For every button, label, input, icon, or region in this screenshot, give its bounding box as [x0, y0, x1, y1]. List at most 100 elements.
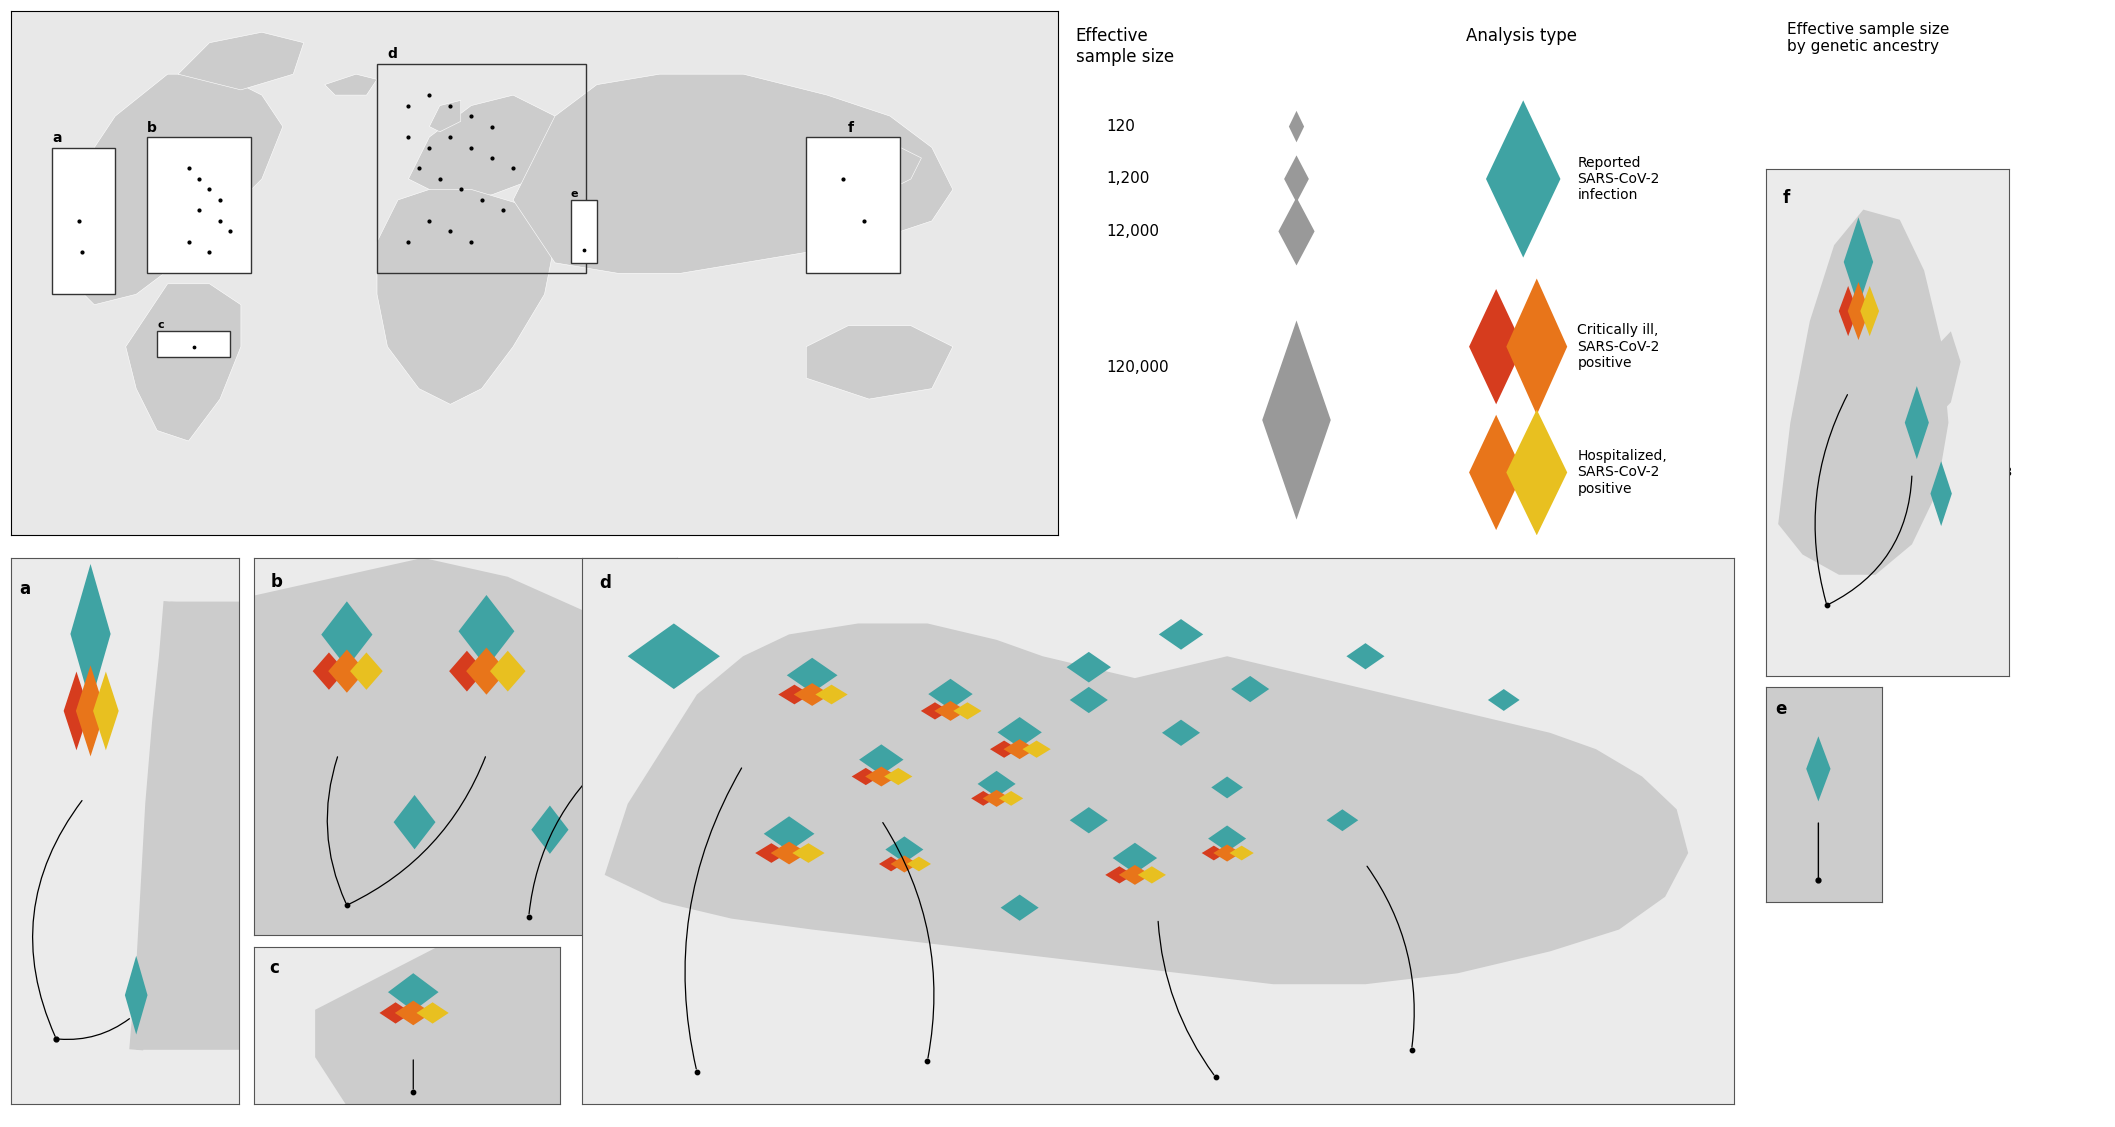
Polygon shape — [886, 836, 924, 862]
Polygon shape — [1138, 867, 1165, 884]
Polygon shape — [376, 189, 554, 405]
Polygon shape — [396, 1001, 431, 1026]
Point — [1802, 871, 1836, 889]
Polygon shape — [321, 602, 372, 668]
Text: 1,200: 1,200 — [1106, 171, 1151, 186]
Polygon shape — [324, 74, 376, 95]
Point — [391, 233, 425, 251]
Polygon shape — [313, 653, 345, 690]
Text: f: f — [848, 121, 854, 135]
Polygon shape — [859, 744, 903, 775]
Polygon shape — [254, 558, 677, 935]
Polygon shape — [178, 33, 305, 90]
Point — [171, 233, 205, 251]
Point — [434, 222, 467, 240]
Polygon shape — [1470, 415, 1523, 530]
Bar — [1806, 189, 1895, 198]
Polygon shape — [379, 1002, 412, 1023]
Point — [192, 243, 226, 261]
Bar — [1806, 224, 1895, 240]
Point — [486, 202, 520, 220]
Point — [476, 149, 510, 167]
Polygon shape — [778, 685, 810, 704]
Polygon shape — [1212, 777, 1244, 798]
Polygon shape — [514, 74, 952, 273]
Polygon shape — [1916, 331, 1961, 423]
Polygon shape — [1161, 720, 1199, 746]
Text: b: b — [271, 573, 283, 591]
Point — [61, 212, 95, 230]
Polygon shape — [880, 857, 903, 871]
Polygon shape — [1201, 845, 1227, 860]
Polygon shape — [1112, 843, 1157, 873]
Point — [681, 1063, 715, 1081]
FancyBboxPatch shape — [571, 199, 596, 263]
Polygon shape — [1806, 736, 1829, 801]
Polygon shape — [890, 855, 918, 872]
Text: EUR  139,918: EUR 139,918 — [1927, 465, 2011, 479]
Polygon shape — [1470, 289, 1523, 405]
Polygon shape — [628, 623, 719, 689]
Polygon shape — [907, 857, 931, 871]
Point — [330, 896, 364, 914]
Polygon shape — [1779, 210, 1948, 575]
Text: AFR  8,876: AFR 8,876 — [1927, 350, 1994, 364]
Polygon shape — [76, 665, 106, 756]
Text: Hospitalized,
SARS-CoV-2
positive: Hospitalized, SARS-CoV-2 positive — [1578, 450, 1667, 496]
Point — [40, 1030, 74, 1048]
Polygon shape — [1106, 867, 1134, 884]
Polygon shape — [125, 956, 148, 1035]
Polygon shape — [1506, 409, 1567, 535]
Text: 120,000: 120,000 — [1106, 361, 1170, 375]
Point — [455, 139, 489, 157]
Polygon shape — [884, 767, 912, 786]
Text: Effective
sample size: Effective sample size — [1077, 27, 1174, 65]
Polygon shape — [787, 658, 838, 693]
Polygon shape — [983, 790, 1011, 807]
Point — [846, 212, 880, 230]
Polygon shape — [1766, 687, 1882, 902]
Bar — [1806, 263, 1895, 504]
Text: a: a — [53, 131, 61, 145]
Polygon shape — [93, 672, 118, 751]
Point — [465, 190, 499, 208]
Point — [412, 86, 446, 104]
Text: b: b — [146, 121, 157, 135]
Point — [391, 128, 425, 147]
Text: Critically ill,
SARS-CoV-2
positive: Critically ill, SARS-CoV-2 positive — [1578, 323, 1660, 370]
Polygon shape — [1159, 619, 1203, 649]
Polygon shape — [998, 717, 1043, 747]
Point — [455, 107, 489, 125]
Polygon shape — [315, 947, 560, 1104]
Point — [909, 1051, 943, 1070]
Text: c: c — [269, 959, 279, 977]
Polygon shape — [1284, 156, 1309, 203]
Polygon shape — [531, 806, 569, 854]
Point — [476, 117, 510, 135]
Polygon shape — [971, 791, 996, 806]
Text: AMR  12,841: AMR 12,841 — [1927, 403, 2007, 416]
Point — [827, 170, 861, 188]
Polygon shape — [491, 650, 525, 692]
Polygon shape — [770, 842, 808, 864]
Polygon shape — [125, 284, 241, 441]
Point — [178, 338, 212, 356]
Text: Reported
SARS-CoV-2
infection: Reported SARS-CoV-2 infection — [1578, 156, 1660, 202]
Point — [412, 139, 446, 157]
Point — [1810, 596, 1844, 614]
Polygon shape — [1229, 845, 1254, 860]
Polygon shape — [764, 816, 814, 851]
Polygon shape — [1070, 686, 1108, 713]
Polygon shape — [793, 843, 825, 863]
Point — [192, 180, 226, 198]
Polygon shape — [596, 659, 630, 699]
Polygon shape — [977, 771, 1015, 797]
Polygon shape — [920, 702, 950, 719]
Point — [391, 97, 425, 115]
Text: e: e — [571, 189, 577, 199]
FancyBboxPatch shape — [157, 331, 231, 357]
Polygon shape — [387, 974, 438, 1011]
Text: Analysis type: Analysis type — [1466, 27, 1576, 45]
Point — [512, 907, 546, 925]
Bar — [1806, 210, 1895, 224]
